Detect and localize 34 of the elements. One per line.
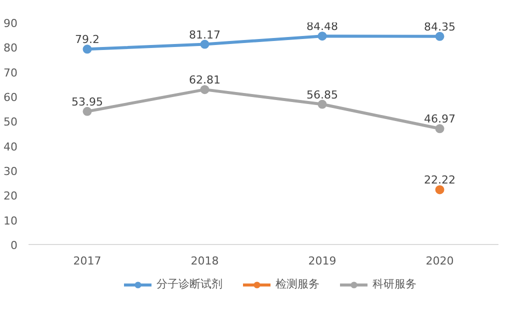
y-tick-label: 30: [4, 165, 18, 178]
point: [318, 32, 327, 41]
data-label: 79.2: [75, 33, 100, 46]
point: [435, 124, 444, 134]
x-tick-label: 2019: [308, 254, 336, 268]
y-tick-label: 50: [4, 116, 18, 129]
data-label: 84.35: [424, 20, 456, 34]
y-tick-label: 0: [10, 239, 18, 252]
data-label: 62.81: [189, 74, 221, 87]
y-tick-label: 80: [4, 42, 18, 55]
legend-label: 分子诊断试剂: [156, 276, 222, 292]
point: [200, 40, 210, 49]
x-tick-label: 2020: [426, 254, 454, 268]
x-tick-label: 2017: [73, 254, 102, 268]
point: [82, 106, 92, 116]
y-tick-label: 70: [4, 66, 18, 80]
legend-label: 科研服务: [372, 276, 416, 292]
y-tick-label: 20: [4, 190, 18, 203]
data-label: 56.85: [306, 88, 338, 102]
x-tick-label: 2018: [190, 254, 219, 268]
point: [82, 44, 92, 54]
y-tick-label: 10: [4, 214, 18, 228]
point: [435, 32, 444, 41]
point: [200, 85, 210, 94]
y-tick-label: 90: [4, 17, 18, 30]
data-label: 46.97: [424, 112, 456, 126]
legend-label: 检测服务: [276, 276, 320, 292]
y-tick-label: 60: [4, 91, 18, 104]
data-label: 81.17: [189, 28, 221, 42]
point: [435, 185, 444, 194]
data-label: 22.22: [424, 174, 456, 187]
y-tick-label: 40: [4, 140, 18, 154]
point: [318, 100, 327, 109]
data-label: 53.95: [72, 95, 104, 108]
